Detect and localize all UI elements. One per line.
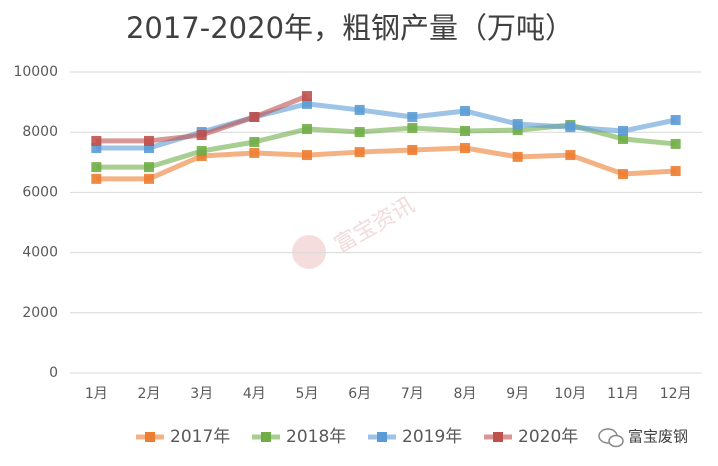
point [144, 173, 154, 184]
point [302, 124, 312, 135]
y-tick-label: 10000 [13, 64, 58, 80]
x-tick-label: 12月 [660, 386, 692, 402]
point [91, 173, 102, 184]
point [91, 162, 102, 173]
y-tick-label: 0 [49, 365, 58, 381]
point [565, 150, 576, 161]
y-tick-label: 4000 [22, 245, 58, 261]
point [670, 166, 681, 177]
legend-marker [377, 432, 387, 442]
point [249, 136, 260, 147]
x-tick-label: 10月 [554, 386, 586, 402]
chart-title: 2017-2020年，粗钢产量（万吨） [126, 11, 574, 45]
point [460, 143, 470, 154]
point [144, 162, 154, 173]
x-tick-label: 2月 [138, 386, 161, 402]
point [91, 143, 102, 154]
legend-label: 2019年 [402, 427, 462, 447]
x-tick-label: 5月 [296, 386, 319, 402]
y-tick-label: 2000 [22, 305, 58, 321]
point [670, 115, 681, 126]
point [618, 169, 628, 180]
point [407, 144, 418, 155]
point [196, 130, 207, 141]
point [196, 146, 207, 157]
legend-marker [145, 432, 155, 442]
x-tick-label: 9月 [506, 386, 529, 402]
point [565, 122, 576, 133]
point [302, 91, 312, 102]
point [354, 127, 365, 138]
point [460, 125, 470, 136]
x-tick-label: 4月 [243, 386, 266, 402]
x-tick-label: 11月 [607, 386, 639, 402]
point [618, 125, 628, 136]
point [354, 104, 365, 115]
point [249, 147, 260, 158]
point [512, 151, 523, 162]
point [407, 122, 418, 133]
legend-marker [261, 432, 271, 442]
brand: 富宝废钢 [628, 428, 688, 446]
point [670, 138, 681, 149]
legend-label: 2017年 [170, 427, 230, 447]
x-tick-label: 8月 [454, 386, 477, 402]
point [144, 135, 154, 146]
series-line [96, 145, 676, 182]
point [512, 119, 523, 130]
legend-label: 2020年 [518, 427, 578, 447]
point [144, 143, 154, 154]
point [512, 125, 523, 136]
x-tick-label: 7月 [401, 386, 424, 402]
y-tick-label: 6000 [22, 184, 58, 200]
point [91, 135, 102, 146]
y-tick-label: 8000 [22, 124, 58, 140]
point [354, 147, 365, 158]
point [407, 111, 418, 122]
x-tick-label: 3月 [190, 386, 213, 402]
legend-label: 2018年 [286, 427, 346, 447]
point [618, 133, 628, 144]
legend-marker [493, 432, 503, 442]
point [302, 98, 312, 109]
brand-icon [608, 434, 624, 448]
point [249, 111, 260, 122]
x-tick-label: 1月 [85, 386, 108, 402]
x-tick-label: 6月 [348, 386, 371, 402]
brand-group: 富宝废钢 [598, 428, 688, 448]
point [302, 150, 312, 161]
point [460, 105, 470, 116]
watermark-logo [292, 235, 326, 269]
